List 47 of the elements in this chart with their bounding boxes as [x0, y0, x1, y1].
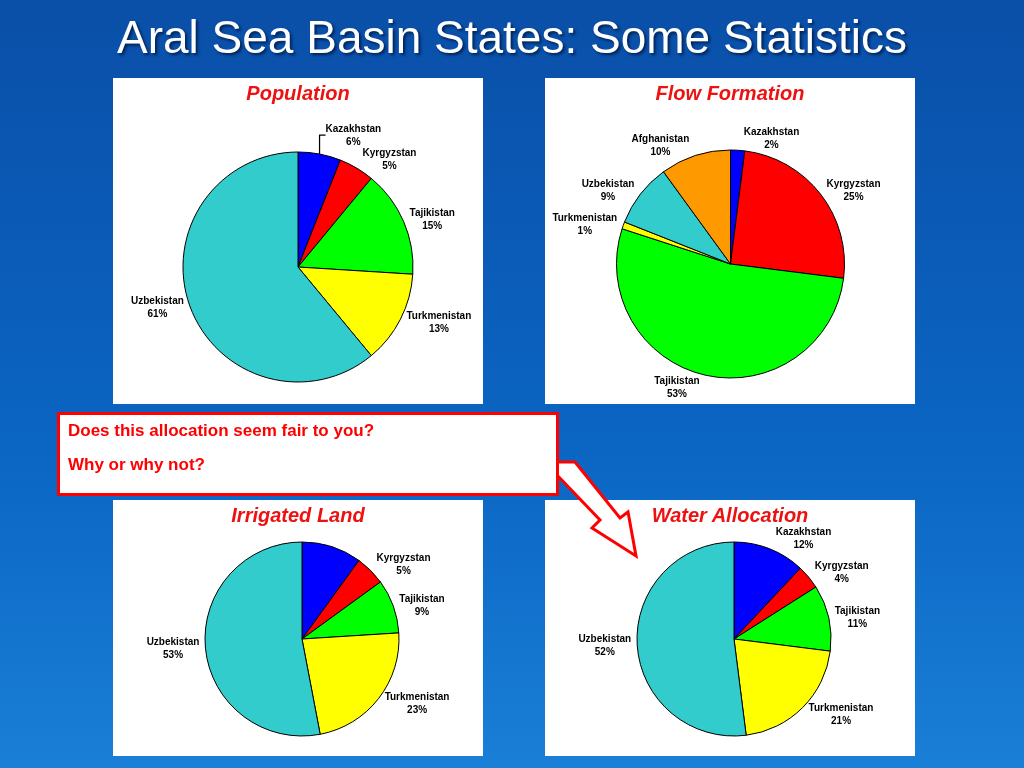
slice-label: Turkmenistan — [384, 690, 450, 702]
slice-label: Kazakhstan — [325, 123, 382, 135]
data-label: 10% — [650, 145, 671, 157]
chart-title: Flow Formation — [655, 82, 805, 104]
slice-label: Uzbekistan — [581, 177, 635, 189]
data-label: 53% — [666, 387, 688, 399]
slice-label: Kazakhstan — [775, 526, 832, 538]
slice-label: Tajikistan — [409, 207, 455, 219]
slice-label: Uzbekistan — [146, 636, 200, 648]
data-label: 13% — [428, 322, 449, 334]
slice-label: Kazakhstan — [743, 126, 800, 138]
data-label: 23% — [407, 703, 428, 715]
slice-label: Turkmenistan — [808, 701, 874, 713]
data-label: 12% — [793, 539, 814, 551]
text: Aral Sea Basin States: Some Statistics — [116, 10, 908, 64]
slice-label: Kyrgyzstan — [376, 552, 431, 564]
text: Does this allocation seem fair to you? — [68, 421, 376, 441]
slice-label: Uzbekistan — [578, 633, 632, 645]
data-label: 53% — [163, 649, 184, 661]
slice-label: Turkmenistan — [552, 212, 618, 224]
slice-label: Turkmenistan — [406, 309, 472, 321]
chart-title: Water Allocation — [651, 504, 809, 526]
slice-label: Tajikistan — [654, 374, 700, 386]
data-label: 9% — [414, 605, 430, 617]
data-label: 15% — [422, 220, 443, 232]
chart-title: Irrigated Land — [231, 504, 366, 526]
data-label: 11% — [847, 618, 868, 630]
data-label: 61% — [147, 308, 168, 320]
data-label: 6% — [346, 136, 361, 148]
slice-label: Kyrgyzstan — [826, 177, 881, 189]
text: Why or why not? — [68, 455, 206, 475]
data-label: 9% — [600, 190, 616, 202]
data-label: 4% — [834, 573, 850, 585]
slice-label: Uzbekistan — [131, 295, 184, 307]
data-label: 25% — [843, 190, 864, 202]
data-label: 52% — [594, 646, 615, 658]
data-label: 21% — [831, 714, 852, 726]
slice-label: Tajikistan — [834, 605, 881, 617]
slice-label: Kyrgyzstan — [814, 560, 869, 572]
data-label: 5% — [382, 160, 397, 172]
data-label: 5% — [396, 565, 411, 577]
slice-label: Tajikistan — [399, 592, 445, 604]
data-label: 1% — [577, 225, 593, 237]
slice-label: Afghanistan — [631, 132, 690, 144]
slice-label: Kyrgyzstan — [362, 147, 417, 159]
chart-title: Population — [246, 82, 350, 104]
data-label: 2% — [764, 139, 779, 151]
